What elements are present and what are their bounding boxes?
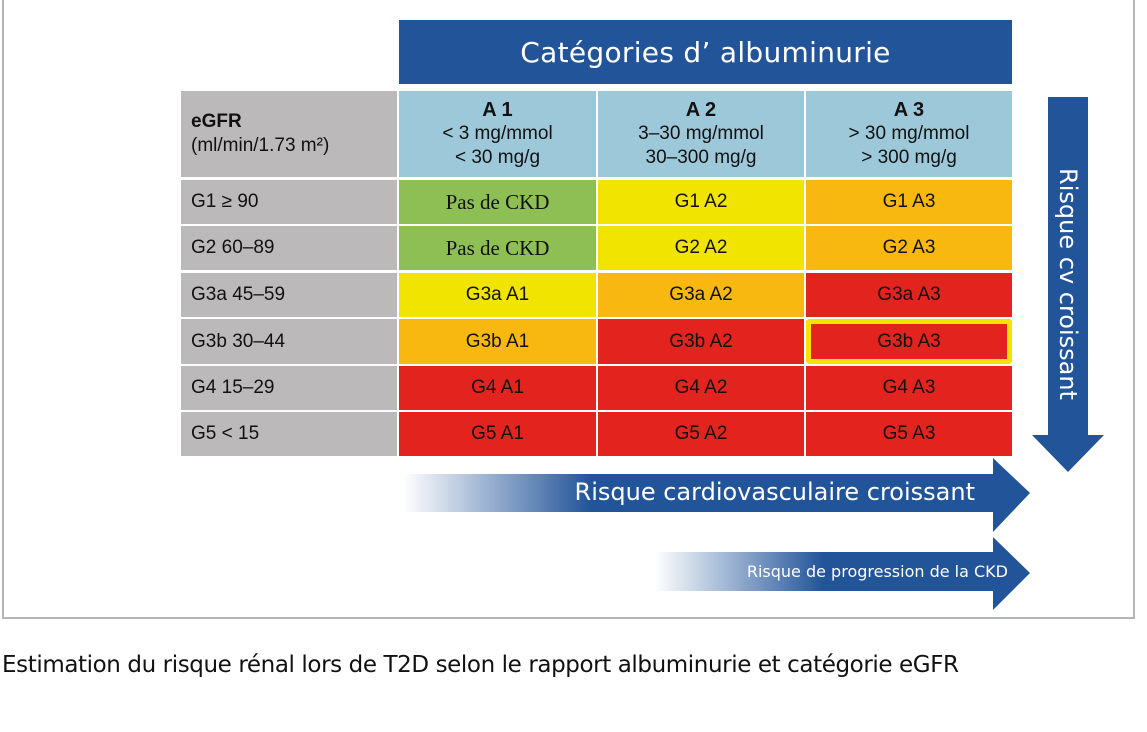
column-range-mmol: > 30 mg/mmol bbox=[848, 123, 970, 144]
cv-risk-label: Risque cardiovasculaire croissant bbox=[574, 478, 975, 506]
row-label: G1 ≥ 90 bbox=[181, 180, 397, 224]
risk-cell: Pas de CKD bbox=[399, 226, 596, 270]
risk-cell: Pas de CKD bbox=[399, 180, 596, 224]
ckd-risk-arrow bbox=[655, 537, 1030, 610]
risk-cell: G4 A3 bbox=[806, 366, 1012, 410]
column-header-a1: A 1 < 3 mg/mmol < 30 mg/g bbox=[399, 91, 596, 177]
egfr-label: eGFR bbox=[191, 111, 242, 132]
risk-cell: G4 A2 bbox=[598, 366, 804, 410]
column-name: A 3 bbox=[893, 99, 925, 121]
risk-cell: G3b A1 bbox=[399, 319, 596, 364]
albuminuria-title: Catégories d’ albuminurie bbox=[399, 20, 1012, 84]
column-range-mmol: < 3 mg/mmol bbox=[442, 123, 553, 144]
vertical-risk-arrow bbox=[1032, 97, 1104, 472]
caption: Estimation du risque rénal lors de T2D s… bbox=[2, 652, 959, 678]
risk-cell: G1 A3 bbox=[806, 180, 1012, 224]
ckd-risk-label: Risque de progression de la CKD bbox=[746, 562, 1008, 581]
egfr-header: eGFR (ml/min/1.73 m²) bbox=[181, 91, 397, 177]
vertical-risk-label: Risque cv croissant bbox=[1054, 168, 1082, 400]
column-header-a2: A 2 3–30 mg/mmol 30–300 mg/g bbox=[598, 91, 804, 177]
highlighted-risk-cell: G3b A3 bbox=[806, 319, 1012, 364]
risk-cell: G3a A1 bbox=[399, 273, 596, 317]
figure-frame bbox=[2, 0, 1135, 619]
egfr-unit: (ml/min/1.73 m²) bbox=[191, 135, 330, 156]
risk-cell: G5 A2 bbox=[598, 412, 804, 456]
risk-cell: G5 A1 bbox=[399, 412, 596, 456]
column-range-mmol: 3–30 mg/mmol bbox=[638, 123, 764, 144]
column-name: A 2 bbox=[685, 99, 717, 121]
risk-cell: G3b A2 bbox=[598, 319, 804, 364]
risk-cell: G5 A3 bbox=[806, 412, 1012, 456]
cv-risk-arrow bbox=[403, 458, 1030, 532]
risk-cell: G3a A3 bbox=[806, 273, 1012, 317]
risk-cell: G2 A3 bbox=[806, 226, 1012, 270]
column-range-mgg: > 300 mg/g bbox=[861, 147, 957, 168]
risk-cell: G2 A2 bbox=[598, 226, 804, 270]
risk-cell: G4 A1 bbox=[399, 366, 596, 410]
column-header-a3: A 3 > 30 mg/mmol > 300 mg/g bbox=[806, 91, 1012, 177]
row-label: G2 60–89 bbox=[181, 226, 397, 270]
column-range-mgg: 30–300 mg/g bbox=[645, 147, 757, 168]
column-name: A 1 bbox=[482, 99, 513, 121]
column-range-mgg: < 30 mg/g bbox=[454, 147, 541, 168]
risk-cell: G3a A2 bbox=[598, 273, 804, 317]
row-label: G5 < 15 bbox=[181, 412, 397, 456]
row-label: G3b 30–44 bbox=[181, 319, 397, 364]
row-label: G3a 45–59 bbox=[181, 273, 397, 317]
row-label: G4 15–29 bbox=[181, 366, 397, 410]
risk-cell: G1 A2 bbox=[598, 180, 804, 224]
